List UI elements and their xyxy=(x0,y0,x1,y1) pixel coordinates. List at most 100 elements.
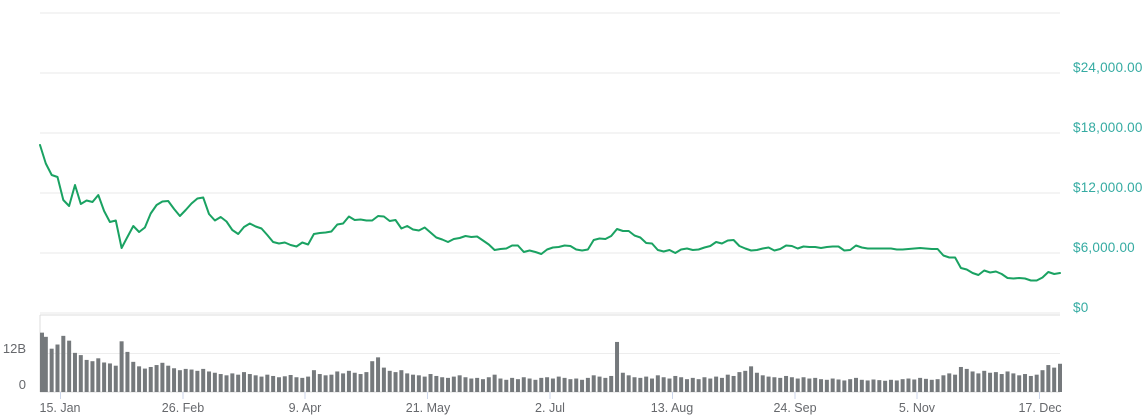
volume-bar xyxy=(708,378,713,392)
volume-bar xyxy=(131,361,136,392)
volume-bar xyxy=(935,379,940,392)
volume-bar xyxy=(533,379,538,392)
volume-bar xyxy=(387,370,392,392)
volume-bar xyxy=(463,377,468,392)
volume-bar xyxy=(218,374,223,392)
volume-bar xyxy=(859,379,864,392)
volume-bar xyxy=(749,366,754,392)
volume-bar xyxy=(1046,365,1051,392)
volume-bar xyxy=(1011,373,1016,392)
volume-bar xyxy=(615,341,620,392)
volume-bar xyxy=(731,375,736,392)
volume-bar xyxy=(498,378,503,392)
price-axis-label-0: $0 xyxy=(1073,300,1089,315)
volume-bar xyxy=(906,378,911,392)
volume-bar xyxy=(585,377,590,392)
volume-bar xyxy=(772,377,777,392)
volume-bar xyxy=(510,377,515,392)
volume-bar xyxy=(72,352,77,392)
volume-bar xyxy=(1040,370,1045,392)
volume-bar xyxy=(638,377,643,392)
volume-bar xyxy=(988,372,993,392)
volume-bar xyxy=(317,374,322,392)
volume-bar xyxy=(743,370,748,392)
volume-axis-label-12b: 12B xyxy=(2,341,26,356)
volume-bar xyxy=(801,377,806,392)
volume-bar xyxy=(411,374,416,392)
volume-bar xyxy=(795,378,800,392)
x-axis-label-nov: 5. Nov xyxy=(898,401,936,415)
volume-bar xyxy=(545,377,550,392)
volume-bar xyxy=(422,376,427,392)
volume-bar xyxy=(242,372,246,392)
volume-bar xyxy=(201,368,206,392)
x-axis-label-aug: 13. Aug xyxy=(650,401,694,415)
volume-bar xyxy=(300,377,305,392)
volume-bar xyxy=(376,357,381,392)
volume-bar xyxy=(580,379,585,392)
volume-bar xyxy=(894,380,899,392)
volume-bar xyxy=(230,373,235,392)
volume-bar xyxy=(469,378,474,392)
volume-bar xyxy=(714,376,719,392)
volume-bar xyxy=(842,380,847,392)
volume-bar xyxy=(189,369,194,392)
volume-bar xyxy=(160,362,165,392)
volume-bar xyxy=(976,373,981,392)
volume-bar xyxy=(953,374,958,392)
volume-bar xyxy=(626,375,631,392)
volume-bar xyxy=(119,341,124,392)
volume-bar xyxy=(1017,375,1022,392)
volume-bar xyxy=(661,377,666,392)
volume-bar xyxy=(719,377,724,392)
volume-bar xyxy=(515,379,520,392)
volume-bar xyxy=(650,378,654,392)
price-axis-label-12000: $12,000.00 xyxy=(1073,180,1143,195)
volume-bar xyxy=(574,378,579,392)
volume-bar xyxy=(1005,371,1010,392)
volume-bar xyxy=(451,376,456,392)
volume-bar xyxy=(96,358,101,392)
volume-bar xyxy=(725,374,730,392)
volume-bar xyxy=(352,372,357,392)
volume-bar xyxy=(428,374,433,392)
volume-bar xyxy=(1034,374,1039,392)
volume-axis-label-0: 0 xyxy=(18,377,26,392)
volume-bar xyxy=(527,378,532,392)
volume-bar xyxy=(224,375,229,392)
volume-bar xyxy=(667,378,672,392)
x-axis-label-feb: 26. Feb xyxy=(161,401,205,415)
volume-bar xyxy=(865,380,870,392)
volume-bar xyxy=(294,377,299,392)
volume-bar xyxy=(154,365,159,392)
volume-bar xyxy=(807,378,812,392)
volume-bar xyxy=(40,332,44,392)
volume-bar xyxy=(49,348,54,392)
volume-bar xyxy=(148,366,153,392)
price-axis-label-24000: $24,000.00 xyxy=(1073,60,1143,75)
price-axis-label-18000: $18,000.00 xyxy=(1073,120,1143,135)
volume-bar xyxy=(568,379,573,392)
volume-bar xyxy=(964,368,969,392)
volume-bar xyxy=(702,377,707,392)
volume-bar xyxy=(1023,374,1028,392)
volume-bar xyxy=(609,375,614,392)
volume-bar xyxy=(486,377,491,392)
volume-bar xyxy=(253,375,258,392)
volume-bar xyxy=(195,370,200,392)
volume-bar xyxy=(993,372,998,392)
volume-bar xyxy=(556,376,561,392)
volume-bar xyxy=(236,374,241,392)
volume-bar xyxy=(830,378,835,392)
x-axis-label-jan: 15. Jan xyxy=(39,401,81,415)
volume-bar xyxy=(923,378,928,392)
volume-bar xyxy=(434,375,439,392)
x-axis-label-sep: 24. Sep xyxy=(773,401,817,415)
volume-bar xyxy=(335,371,340,392)
volume-bar xyxy=(306,376,311,392)
volume-bar xyxy=(259,376,264,392)
volume-bar xyxy=(212,372,217,392)
volume-bar xyxy=(43,336,48,392)
